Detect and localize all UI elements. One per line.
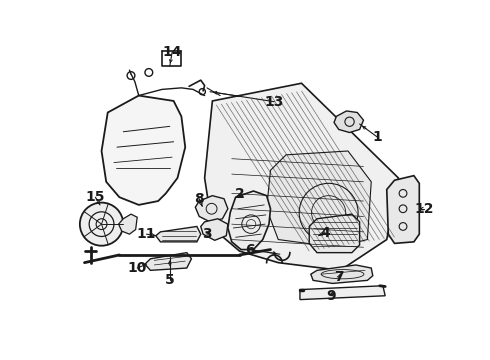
- Text: 12: 12: [414, 202, 434, 216]
- Text: 6: 6: [245, 243, 254, 257]
- Polygon shape: [196, 195, 228, 222]
- Text: 9: 9: [326, 289, 336, 303]
- Polygon shape: [267, 151, 371, 247]
- Text: 2: 2: [235, 187, 245, 201]
- Text: 14: 14: [162, 45, 182, 59]
- Polygon shape: [156, 226, 201, 242]
- Polygon shape: [228, 191, 270, 249]
- Text: 8: 8: [195, 192, 204, 206]
- Polygon shape: [309, 214, 360, 253]
- Polygon shape: [205, 83, 398, 270]
- Polygon shape: [101, 95, 185, 205]
- Polygon shape: [334, 111, 364, 132]
- Text: 13: 13: [265, 95, 284, 109]
- Text: 4: 4: [320, 226, 330, 240]
- Circle shape: [80, 203, 123, 246]
- Text: 15: 15: [86, 190, 105, 204]
- Text: 5: 5: [165, 273, 174, 287]
- Polygon shape: [311, 265, 373, 283]
- Polygon shape: [387, 176, 419, 243]
- Text: 1: 1: [372, 130, 382, 144]
- Text: 11: 11: [137, 227, 156, 241]
- Text: 10: 10: [127, 261, 147, 275]
- Polygon shape: [201, 219, 228, 240]
- Polygon shape: [119, 214, 137, 234]
- Polygon shape: [145, 253, 192, 270]
- Polygon shape: [300, 286, 385, 300]
- Text: 7: 7: [334, 270, 343, 284]
- Text: 3: 3: [202, 227, 212, 241]
